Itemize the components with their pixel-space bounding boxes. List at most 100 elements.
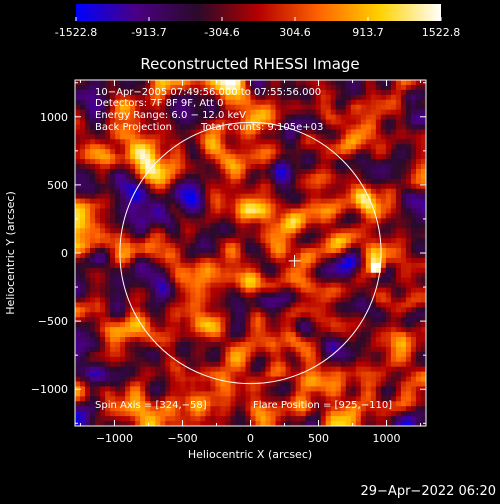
heatmap-cell [330,272,337,279]
heatmap-cell [125,119,131,125]
heatmap-cell [165,188,171,195]
heatmap-cell [105,381,111,387]
heatmap-cell [340,366,347,373]
heatmap-cell [235,198,241,204]
heatmap-cell [410,164,417,170]
heatmap-cell [360,228,367,234]
heatmap-cell [305,233,312,239]
heatmap-cell [215,114,221,120]
heatmap-cell [170,164,176,170]
heatmap-cell [80,124,86,130]
heatmap-cell [335,238,342,244]
heatmap-cell [165,154,171,160]
heatmap-cell [185,213,191,219]
heatmap-cell [225,208,231,214]
heatmap-cell [245,257,251,264]
heatmap-cell [420,208,426,214]
heatmap-cell [290,297,297,303]
heatmap-cell [410,337,417,343]
heatmap-cell [85,94,91,101]
heatmap-cell [340,287,347,293]
heatmap-cell [295,317,302,323]
heatmap-cell [175,89,181,96]
heatmap-cell [125,346,131,353]
heatmap-cell [205,134,211,140]
heatmap-cell [415,253,422,259]
heatmap-cell [135,401,141,407]
heatmap-cell [165,223,171,229]
heatmap-cell [305,416,312,422]
heatmap-cell [255,327,261,333]
heatmap-cell [295,80,302,86]
heatmap-cell [120,84,126,91]
heatmap-cell [330,228,337,234]
heatmap-cell [235,213,241,219]
heatmap-cell [195,346,201,353]
heatmap-cell [240,183,246,190]
heatmap-cell [155,391,161,397]
heatmap-cell [385,124,392,130]
heatmap-cell [420,277,426,284]
heatmap-cell [80,307,86,313]
heatmap-cell [340,134,347,140]
heatmap-cell [400,277,407,284]
heatmap-cell [265,89,271,96]
heatmap-cell [385,208,392,214]
heatmap-cell [320,223,327,229]
heatmap-cell [235,361,241,368]
heatmap-cell [275,178,281,185]
heatmap-cell [305,198,312,204]
heatmap-cell [245,129,251,135]
heatmap-cell [245,307,251,313]
heatmap-cell [305,267,312,274]
heatmap-cell [155,114,161,120]
heatmap-cell [370,164,377,170]
heatmap-cell [230,173,236,180]
heatmap-cell [245,317,251,323]
heatmap-cell [395,149,402,155]
heatmap-cell [235,376,241,382]
heatmap-cell [225,272,231,279]
heatmap-cell [350,381,357,387]
heatmap-cell [125,406,131,412]
heatmap-cell [95,406,101,412]
heatmap-cell [155,411,161,417]
heatmap-cell [415,94,422,101]
heatmap-cell [355,351,362,358]
heatmap-cell [210,238,216,244]
heatmap-cell [230,346,236,353]
heatmap-cell [220,144,226,150]
heatmap-cell [275,80,281,86]
heatmap-cell [85,346,91,353]
heatmap-cell [220,99,226,106]
heatmap-cell [375,302,382,308]
heatmap-cell [240,332,246,338]
heatmap-cell [210,346,216,353]
heatmap-cell [125,154,131,160]
heatmap-cell [185,292,191,298]
heatmap-cell [115,208,121,214]
heatmap-cell [200,411,206,417]
heatmap-cell [360,233,367,239]
heatmap-cell [315,302,322,308]
heatmap-cell [400,282,407,288]
heatmap-cell [280,188,286,195]
heatmap-cell [130,401,136,407]
heatmap-cell [260,351,266,358]
heatmap-cell [235,109,241,115]
heatmap-cell [410,307,417,313]
heatmap-cell [120,391,126,397]
heatmap-cell [335,178,342,185]
heatmap-cell [205,282,211,288]
heatmap-cell [85,337,91,343]
heatmap-cell [100,80,106,86]
heatmap-cell [145,173,151,180]
heatmap-cell [85,164,91,170]
heatmap-cell [265,411,271,417]
heatmap-cell [270,203,276,209]
heatmap-cell [150,253,156,259]
heatmap-cell [265,183,271,190]
heatmap-cell [150,361,156,368]
heatmap-cell [245,94,251,101]
heatmap-cell [250,168,256,175]
